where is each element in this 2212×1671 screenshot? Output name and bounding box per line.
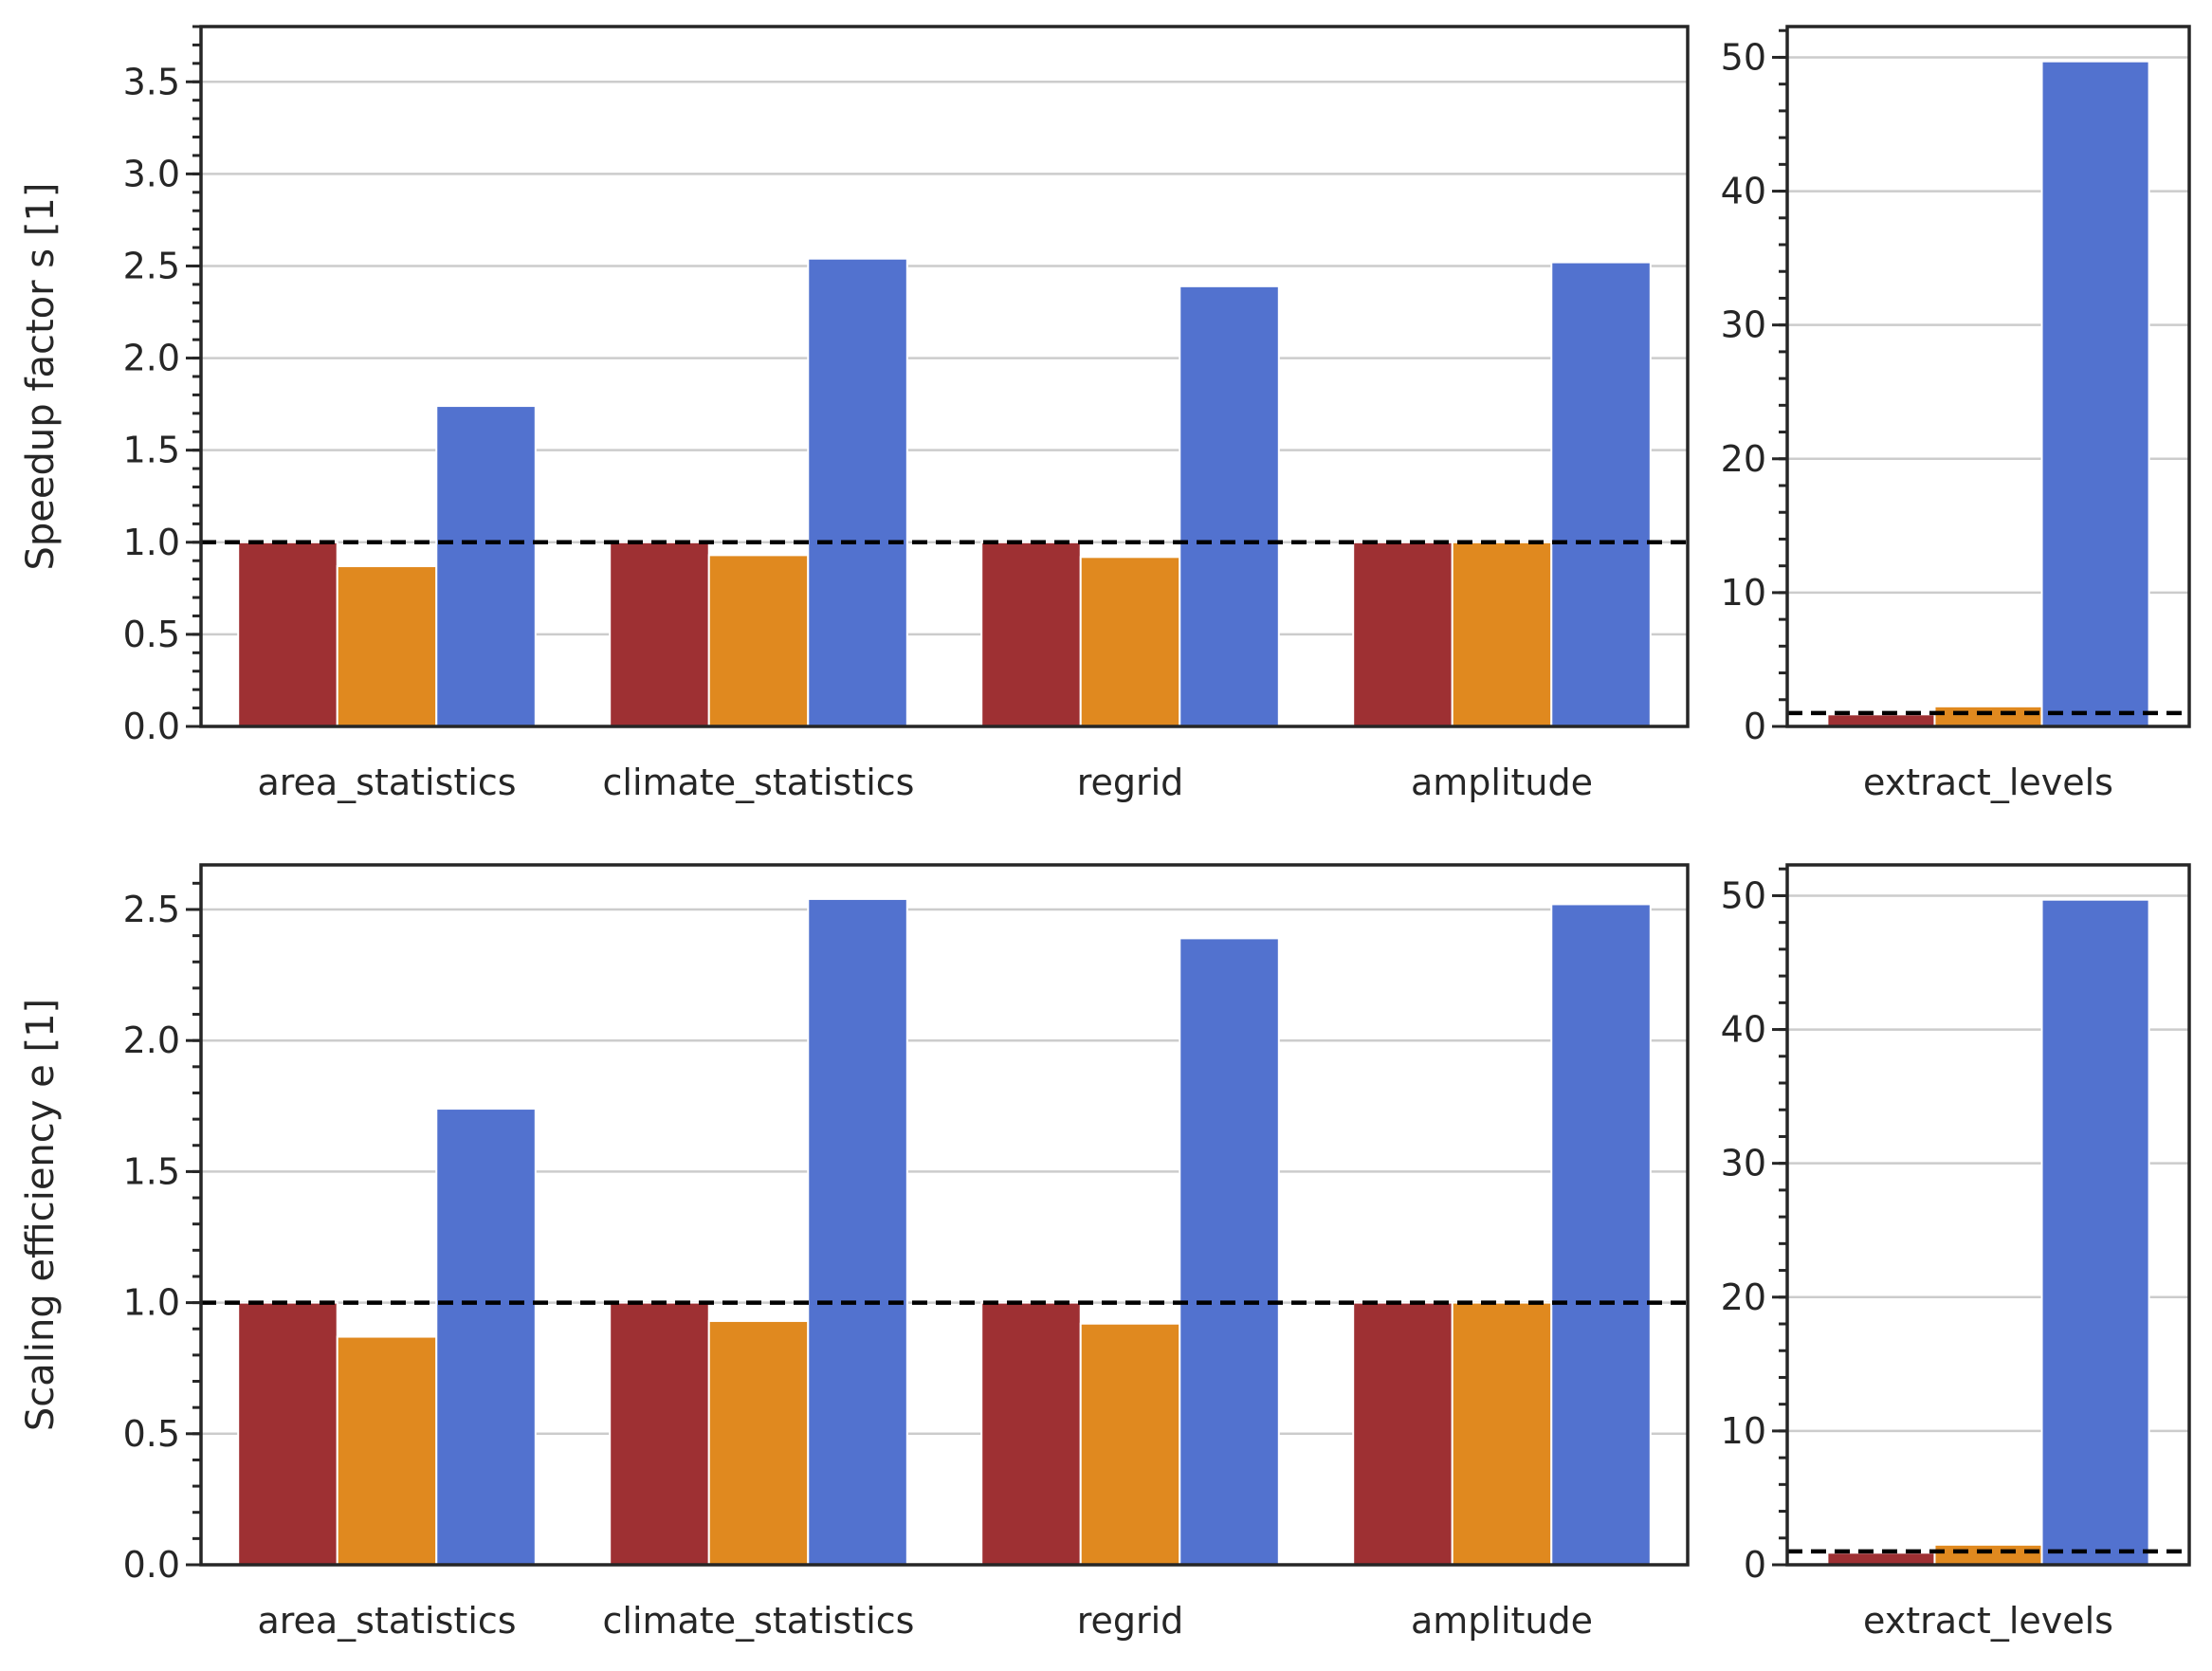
y-tick-label: 2.0 bbox=[123, 1019, 180, 1061]
bar-regrid-series-3 bbox=[1179, 937, 1280, 1566]
y-tick-label: 2.0 bbox=[123, 338, 180, 379]
chart-efficiency-main: 0.0 0.5 1.0 1.5 2.0 2.5 area_statistics climate… bbox=[19, 863, 1690, 1642]
y-tick-label: 0 bbox=[1744, 1544, 1766, 1586]
bar-regrid-series-2 bbox=[1079, 556, 1181, 727]
bar-extract-levels-series-3 bbox=[2040, 60, 2150, 727]
bar-climate-statistics-series-2 bbox=[707, 1319, 810, 1567]
bar-amplitude-series-1 bbox=[1352, 541, 1453, 728]
bar-amplitude-series-1 bbox=[1352, 1301, 1453, 1566]
bar-extract-levels-series-1 bbox=[1826, 1552, 1936, 1566]
y-tick-label: 3.0 bbox=[123, 153, 180, 194]
y-tick-label: 2.5 bbox=[123, 245, 180, 286]
bar-area-statistics-series-3 bbox=[435, 405, 537, 727]
y-tick-label: 40 bbox=[1721, 171, 1766, 212]
y-tick-label: 30 bbox=[1721, 304, 1766, 346]
y-tick-label: 1.5 bbox=[123, 430, 180, 471]
y-tick-label: 0.5 bbox=[123, 1413, 180, 1455]
bar-area-statistics-series-2 bbox=[336, 1335, 438, 1566]
x-tick-label: regrid bbox=[1077, 762, 1184, 803]
bar-regrid-series-3 bbox=[1179, 285, 1280, 727]
y-tick-label: 10 bbox=[1721, 1410, 1766, 1452]
bar-regrid-series-2 bbox=[1079, 1322, 1181, 1567]
axes-frame bbox=[1785, 863, 2191, 1567]
y-tick-label: 40 bbox=[1721, 1009, 1766, 1051]
x-tick-label: climate_statistics bbox=[603, 762, 915, 803]
bar-climate-statistics-series-2 bbox=[707, 554, 810, 727]
bar-climate-statistics-series-1 bbox=[609, 1301, 710, 1566]
bar-climate-statistics-series-3 bbox=[807, 897, 908, 1566]
y-tick-label: 1.5 bbox=[123, 1150, 180, 1192]
x-tick-label: amplitude bbox=[1411, 1600, 1593, 1642]
y-tick-label: 0.5 bbox=[123, 614, 180, 655]
bar-extract-levels-series-3 bbox=[2040, 898, 2150, 1566]
chart-efficiency-extract-levels: 0 10 20 30 40 50 extract_levels bbox=[1721, 863, 2191, 1642]
bar-regrid-series-1 bbox=[980, 1301, 1082, 1566]
bar-extract-levels-series-2 bbox=[1933, 705, 2043, 728]
bar-amplitude-series-3 bbox=[1550, 903, 1652, 1566]
bar-amplitude-series-2 bbox=[1451, 1301, 1553, 1566]
y-tick-label: 30 bbox=[1721, 1143, 1766, 1184]
y-tick-label: 20 bbox=[1721, 1276, 1766, 1318]
bar-regrid-series-1 bbox=[980, 541, 1082, 728]
bar-climate-statistics-series-3 bbox=[807, 257, 908, 727]
bar-amplitude-series-2 bbox=[1451, 541, 1553, 728]
bar-extract-levels-series-2 bbox=[1933, 1543, 2043, 1566]
y-axis-title: Speedup factor s [1] bbox=[19, 183, 63, 571]
axes-frame bbox=[1785, 25, 2191, 728]
x-tick-label: regrid bbox=[1077, 1600, 1184, 1642]
x-tick-label: extract_levels bbox=[1863, 762, 2113, 803]
x-tick-label: amplitude bbox=[1411, 762, 1593, 803]
bar-amplitude-series-3 bbox=[1550, 261, 1652, 727]
x-tick-label: climate_statistics bbox=[603, 1600, 915, 1642]
y-tick-label: 1.0 bbox=[123, 1282, 180, 1324]
x-tick-label: extract_levels bbox=[1863, 1600, 2113, 1642]
bar-area-statistics-series-1 bbox=[237, 1301, 338, 1566]
bar-area-statistics-series-3 bbox=[435, 1108, 537, 1566]
y-tick-label: 0 bbox=[1744, 706, 1766, 747]
y-tick-label: 10 bbox=[1721, 572, 1766, 614]
y-tick-label: 20 bbox=[1721, 438, 1766, 480]
y-tick-label: 50 bbox=[1721, 874, 1766, 916]
axes-frame bbox=[199, 863, 1690, 1567]
x-tick-label: area_statistics bbox=[257, 762, 516, 803]
y-axis-title: Scaling efficiency e [1] bbox=[19, 999, 63, 1431]
x-tick-label: area_statistics bbox=[257, 1600, 516, 1642]
y-tick-label: 0.0 bbox=[123, 1544, 180, 1586]
y-tick-label: 3.5 bbox=[123, 61, 180, 102]
chart-speedup-main: 0.0 0.5 1.0 1.5 2.0 2.5 3.0 3.5 area_statistics c… bbox=[19, 25, 1690, 803]
y-tick-label: 50 bbox=[1721, 36, 1766, 78]
y-tick-label: 2.5 bbox=[123, 889, 180, 930]
y-tick-label: 1.0 bbox=[123, 522, 180, 563]
bar-climate-statistics-series-1 bbox=[609, 541, 710, 728]
y-tick-label: 0.0 bbox=[123, 706, 180, 747]
bar-area-statistics-series-2 bbox=[336, 565, 438, 728]
bar-extract-levels-series-1 bbox=[1826, 713, 1936, 727]
bar-area-statistics-series-1 bbox=[237, 541, 338, 728]
chart-speedup-extract-levels: 0 10 20 30 40 50 extract_levels bbox=[1721, 25, 2191, 803]
